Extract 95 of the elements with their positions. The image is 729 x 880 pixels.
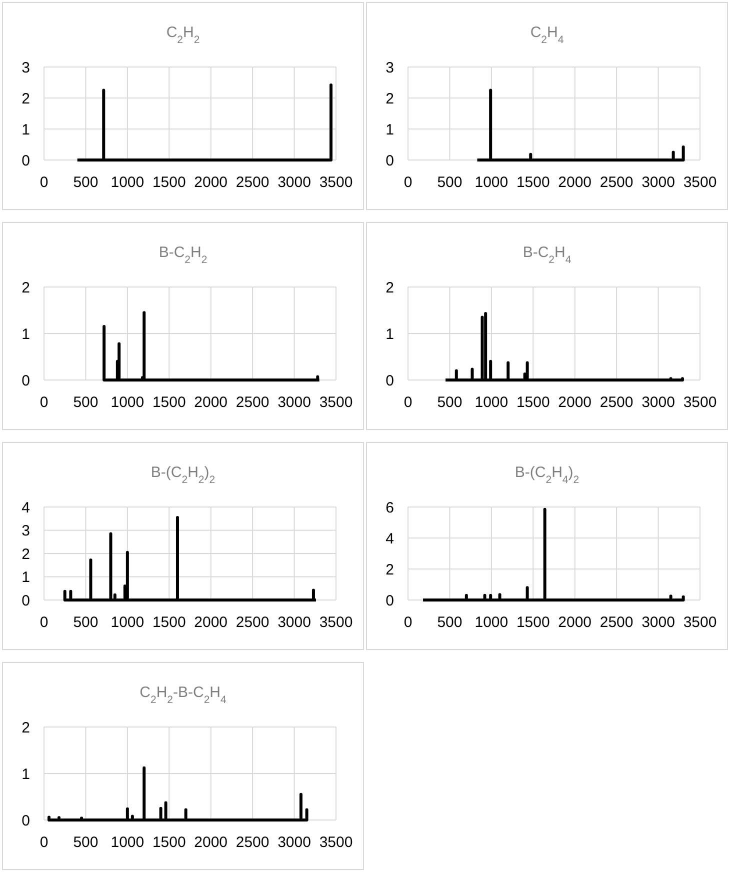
x-tick-label: 1000 — [474, 174, 508, 191]
x-tick-label: 3500 — [683, 614, 717, 631]
chart-title: C$_{2}$H$_{4}$ — [530, 24, 564, 46]
y-tick-label: 1 — [22, 326, 30, 343]
y-tick-label: 2 — [386, 279, 394, 296]
x-tick-label: 3000 — [278, 834, 311, 851]
x-tick-label: 3500 — [319, 394, 353, 411]
x-tick-label: 2000 — [558, 614, 592, 631]
x-tick-label: 1000 — [110, 614, 144, 631]
x-tick-label: 2500 — [236, 834, 270, 851]
x-tick-label: 3500 — [683, 394, 717, 411]
x-tick-label: 1500 — [152, 394, 186, 411]
x-tick-label: 0 — [40, 614, 48, 631]
y-tick-label: 0 — [22, 812, 30, 830]
x-tick-label: 0 — [40, 174, 48, 191]
x-tick-label: 1000 — [474, 614, 508, 631]
y-tick-label: 0 — [22, 372, 30, 390]
x-tick-label: 3500 — [319, 174, 353, 191]
x-tick-label: 0 — [404, 394, 412, 411]
x-tick-label: 3000 — [642, 174, 675, 191]
x-tick-label: 2500 — [236, 174, 270, 191]
chart-title: B-C$_{2}$H$_{2}$ — [158, 244, 208, 266]
x-tick-label: 2000 — [558, 394, 592, 411]
x-tick-label: 2500 — [236, 394, 270, 411]
line-series — [63, 516, 318, 602]
y-tick-label: 2 — [22, 279, 30, 296]
x-tick-label: 3500 — [319, 834, 353, 851]
x-tick-label: 500 — [437, 614, 462, 631]
x-tick-label: 2000 — [194, 614, 228, 631]
y-tick-label: 0 — [386, 152, 394, 170]
x-tick-label: 1500 — [152, 174, 186, 191]
x-tick-label: 500 — [73, 614, 98, 631]
y-tick-label: 1 — [22, 569, 30, 586]
x-tick-label: 3000 — [278, 394, 311, 411]
x-tick-label: 3500 — [683, 174, 717, 191]
x-tick-label: 1500 — [516, 174, 550, 191]
x-tick-label: 500 — [437, 394, 462, 411]
x-tick-label: 500 — [73, 394, 98, 411]
x-tick-label: 2500 — [600, 174, 634, 191]
x-tick-label: 2000 — [194, 174, 228, 191]
line-series — [102, 311, 321, 382]
chart-title: B-C$_{2}$H$_{4}$ — [522, 244, 572, 266]
y-tick-label: 2 — [386, 90, 394, 108]
x-tick-label: 1500 — [152, 614, 186, 631]
x-tick-label: 0 — [40, 394, 48, 411]
x-tick-label: 1000 — [474, 394, 508, 411]
x-tick-label: 500 — [73, 174, 98, 191]
x-tick-label: 1000 — [110, 394, 144, 411]
x-tick-label: 1500 — [516, 394, 550, 411]
y-tick-label: 1 — [22, 121, 30, 138]
x-tick-label: 2500 — [236, 614, 270, 631]
x-tick-label: 500 — [73, 834, 98, 851]
x-tick-label: 1500 — [152, 834, 186, 851]
x-tick-label: 1000 — [110, 834, 144, 851]
y-tick-label: 2 — [22, 719, 30, 736]
y-tick-label: 0 — [386, 372, 394, 390]
y-tick-label: 6 — [386, 499, 394, 516]
x-tick-label: 2500 — [600, 614, 634, 631]
y-tick-label: 0 — [386, 592, 394, 610]
x-tick-label: 0 — [404, 614, 412, 631]
y-tick-label: 3 — [22, 522, 30, 540]
x-tick-label: 3000 — [642, 394, 675, 411]
line-series — [444, 312, 685, 382]
x-tick-label: 0 — [404, 174, 412, 191]
x-tick-label: 3000 — [642, 614, 675, 631]
chart-title: B-(C$_{2}$H$_{4}$)$_{2}$ — [514, 464, 580, 486]
y-tick-label: 3 — [386, 59, 394, 76]
x-tick-label: 500 — [437, 174, 462, 191]
x-tick-label: 3000 — [278, 174, 311, 191]
y-tick-label: 3 — [22, 59, 30, 76]
line-series — [476, 88, 685, 162]
x-tick-label: 1500 — [516, 614, 550, 631]
x-tick-label: 2500 — [600, 394, 634, 411]
chart-title: B-(C$_{2}$H$_{2}$)$_{2}$ — [150, 464, 216, 486]
y-tick-label: 0 — [22, 592, 30, 610]
y-tick-label: 2 — [386, 561, 394, 578]
x-tick-label: 1000 — [110, 174, 144, 191]
chart-title: C$_{2}$H$_{2}$-B-C$_{2}$H$_{4}$ — [140, 684, 227, 706]
y-tick-label: 4 — [22, 499, 30, 516]
x-tick-label: 2000 — [194, 394, 228, 411]
x-tick-label: 0 — [40, 834, 48, 851]
y-tick-label: 1 — [22, 766, 30, 783]
x-tick-label: 3000 — [278, 614, 311, 631]
y-tick-label: 4 — [386, 530, 394, 548]
x-tick-label: 2000 — [558, 174, 592, 191]
line-series — [46, 766, 308, 822]
x-tick-label: 2000 — [194, 834, 228, 851]
y-tick-label: 1 — [386, 121, 394, 138]
y-tick-label: 2 — [22, 90, 30, 108]
x-tick-label: 3500 — [319, 614, 353, 631]
y-tick-label: 2 — [22, 546, 30, 563]
chart-title: C$_{2}$H$_{2}$ — [166, 24, 200, 46]
y-tick-label: 0 — [22, 152, 30, 170]
line-series — [422, 508, 685, 602]
y-tick-label: 1 — [386, 326, 394, 343]
